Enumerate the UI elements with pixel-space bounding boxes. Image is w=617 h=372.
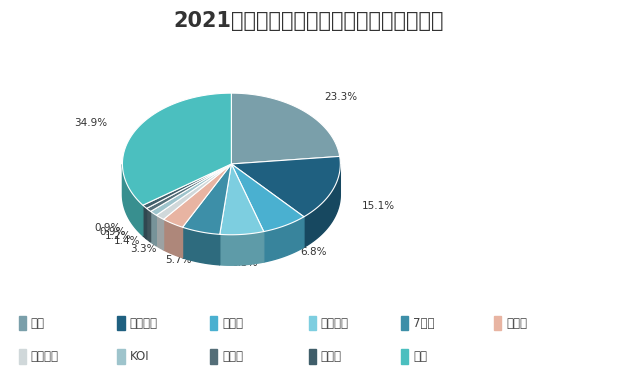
Bar [401, 349, 408, 364]
Text: 桂源铺: 桂源铺 [222, 350, 243, 363]
Text: 7分甜: 7分甜 [413, 317, 435, 330]
Text: 快乐柠檬: 快乐柠檬 [321, 317, 349, 330]
Polygon shape [143, 205, 147, 239]
Text: 5.7%: 5.7% [165, 255, 192, 265]
Text: 23.3%: 23.3% [325, 92, 358, 102]
Polygon shape [304, 164, 341, 247]
Polygon shape [151, 164, 231, 215]
Text: 6.5%: 6.5% [232, 258, 258, 268]
Polygon shape [231, 93, 340, 164]
Text: 15.1%: 15.1% [362, 201, 395, 211]
Text: 鹿角巷: 鹿角巷 [321, 350, 342, 363]
Bar [19, 349, 26, 364]
Bar [308, 349, 316, 364]
Text: 1.2%: 1.2% [105, 231, 131, 241]
Polygon shape [151, 211, 156, 246]
Bar [117, 349, 125, 364]
Text: 喜茶: 喜茶 [31, 317, 45, 330]
Polygon shape [156, 215, 164, 250]
Polygon shape [164, 219, 183, 258]
Text: 奈雪的茶: 奈雪的茶 [130, 317, 157, 330]
Polygon shape [231, 164, 304, 231]
Bar [19, 316, 26, 330]
Text: 0.9%: 0.9% [94, 223, 120, 233]
Bar [308, 316, 316, 330]
Bar [494, 316, 501, 330]
Polygon shape [164, 164, 231, 227]
Polygon shape [122, 93, 231, 205]
Polygon shape [183, 227, 220, 265]
Bar [401, 316, 408, 330]
Polygon shape [220, 231, 263, 265]
Text: 1.4%: 1.4% [114, 237, 140, 247]
Text: 2021年全国高端现制茶饮品牌市场份额占比: 2021年全国高端现制茶饮品牌市场份额占比 [173, 11, 444, 31]
Text: 0.9%: 0.9% [99, 227, 125, 237]
Text: 3.3%: 3.3% [130, 244, 156, 254]
Polygon shape [122, 164, 143, 236]
Polygon shape [156, 164, 231, 219]
Polygon shape [220, 164, 263, 235]
Polygon shape [231, 156, 341, 217]
Text: 米芝莲: 米芝莲 [506, 317, 527, 330]
Polygon shape [143, 164, 231, 208]
Polygon shape [263, 217, 304, 262]
Polygon shape [147, 208, 151, 242]
Polygon shape [147, 164, 231, 211]
Text: 乐乐茶: 乐乐茶 [222, 317, 243, 330]
Text: 伏见桃山: 伏见桃山 [31, 350, 59, 363]
Text: 34.9%: 34.9% [74, 118, 107, 128]
Bar [210, 316, 217, 330]
Text: 6.8%: 6.8% [300, 247, 326, 257]
Bar [117, 316, 125, 330]
Text: KOI: KOI [130, 350, 149, 363]
Text: 其他: 其他 [413, 350, 428, 363]
Polygon shape [183, 164, 231, 234]
Bar [210, 349, 217, 364]
